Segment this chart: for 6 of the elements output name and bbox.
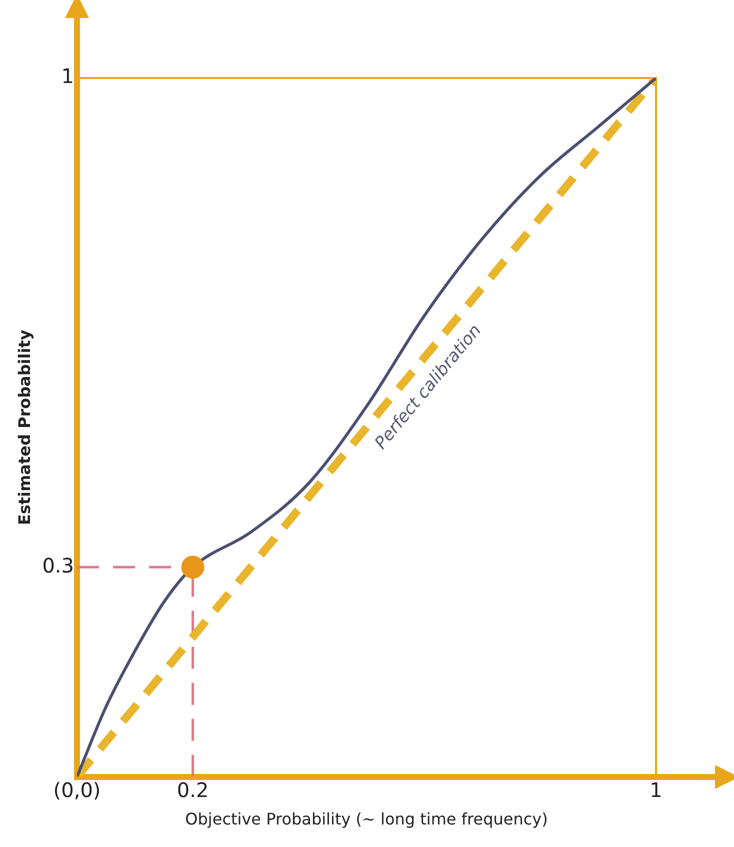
- x-axis-title: Objective Probability (~ long time frequency): [185, 810, 548, 829]
- y-tick-label: 0.3: [42, 553, 74, 578]
- x-tick-label: (0,0): [53, 778, 101, 802]
- x-tick-label: 1: [650, 778, 662, 802]
- x-tick-label: 0.2: [176, 778, 209, 802]
- y-axis-title: Estimated Probability: [14, 329, 34, 526]
